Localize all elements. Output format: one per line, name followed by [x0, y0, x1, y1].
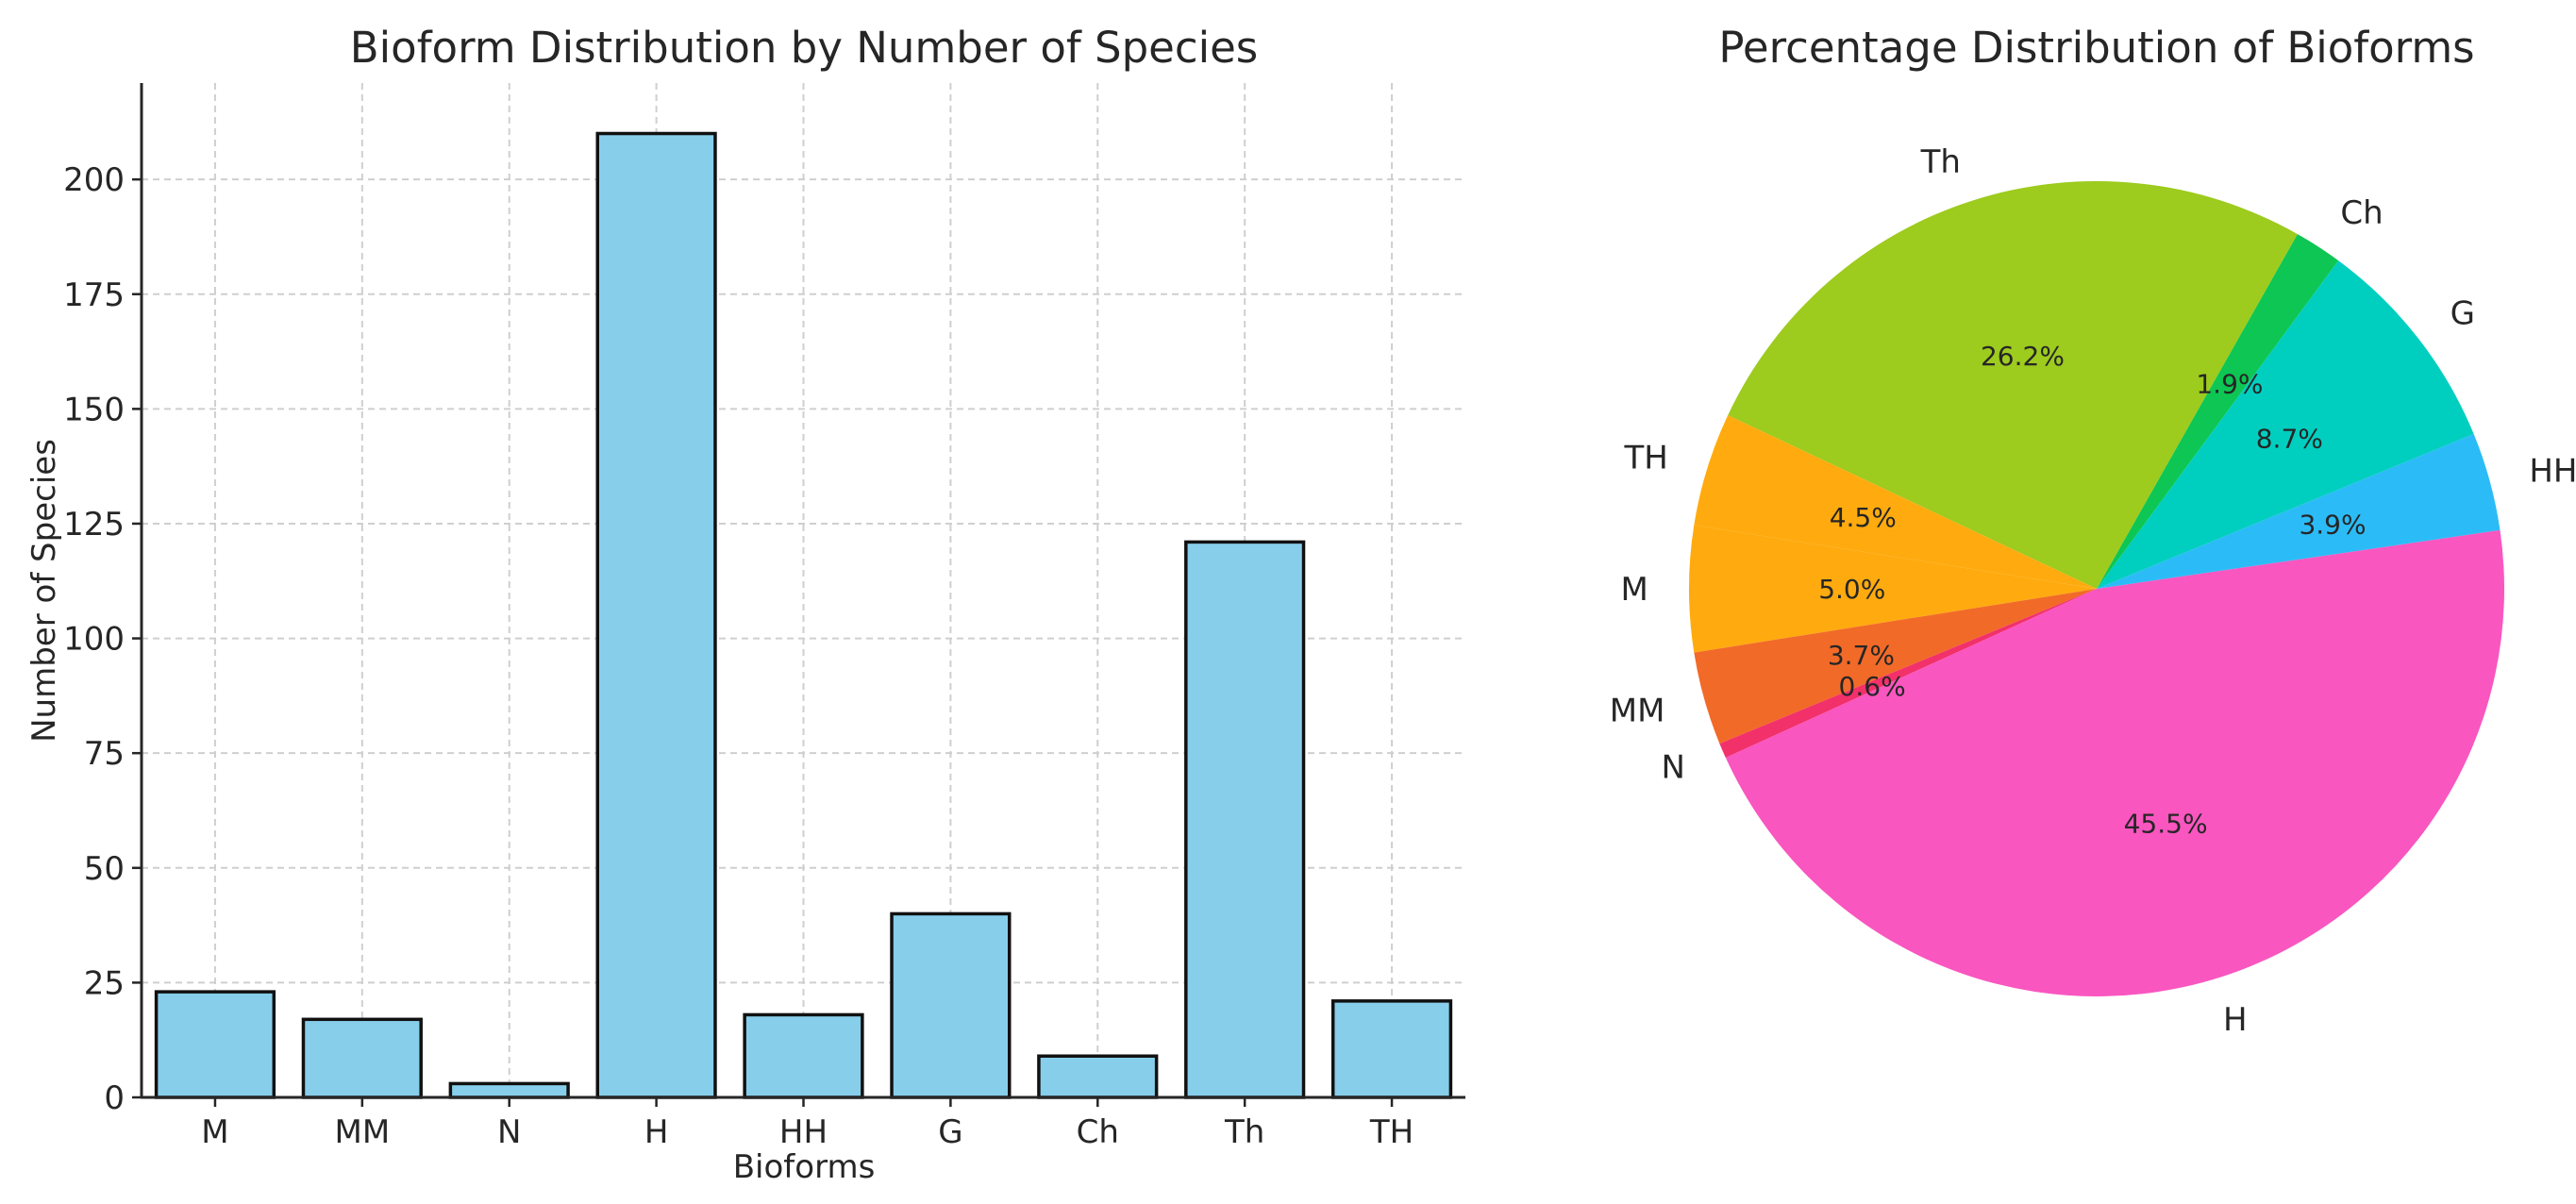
- bar-chart-title: Bioform Distribution by Number of Specie…: [350, 23, 1258, 73]
- pie-slices: [1688, 181, 2504, 996]
- bar-MM: [301, 1017, 423, 1099]
- pie-pct-N: 0.6%: [1839, 671, 1906, 702]
- x-axis-label: Bioforms: [733, 1148, 876, 1186]
- pie-label-MM: MM: [1610, 692, 1665, 729]
- pie-pct-M: 5.0%: [1818, 574, 1885, 605]
- pie-label-N: N: [1661, 749, 1684, 787]
- pie-label-G: G: [2451, 295, 2475, 333]
- pie-pct-HH: 3.9%: [2299, 510, 2366, 541]
- pie-slice-TH: [1694, 415, 2097, 589]
- y-tick-label: 200: [63, 161, 125, 199]
- bar-HH: [743, 1012, 864, 1099]
- pie-pct-G: 8.7%: [2256, 423, 2323, 454]
- pie-slice-HH: [2097, 433, 2501, 589]
- pie-slice-Th: [1728, 181, 2298, 589]
- pie-slice-N: [1719, 589, 2097, 759]
- pie-slice-MM: [1694, 589, 2097, 744]
- pie-label-H: H: [2223, 1001, 2248, 1039]
- y-tick-label: 50: [84, 850, 125, 888]
- pie-pct-TH: 4.5%: [1830, 502, 1897, 533]
- pie-chart: Percentage Distribution of Bioforms M 5.0…: [1610, 23, 2576, 1039]
- pie-label-HH: HH: [2529, 453, 2576, 491]
- y-tick-label: 25: [84, 964, 125, 1002]
- x-tick-label: TH: [1369, 1113, 1413, 1151]
- y-tick-label: 100: [63, 621, 125, 659]
- bar-x-ticks: M MM N H HH G Ch Th TH: [201, 1097, 1413, 1151]
- bar-G: [890, 911, 1012, 1099]
- pie-label-M: M: [1620, 571, 1648, 609]
- bar-y-ticks: 0 25 50 75 100 125 150 175 200: [63, 161, 142, 1117]
- x-tick-label: Th: [1224, 1113, 1264, 1151]
- pie-pct-H: 45.5%: [2124, 809, 2208, 840]
- x-tick-label: N: [497, 1113, 521, 1151]
- y-tick-label: 150: [63, 391, 125, 428]
- pie-pct-Th: 26.2%: [1981, 341, 2065, 372]
- bar-H: [595, 131, 717, 1099]
- pie-label-Th: Th: [1920, 143, 1961, 181]
- x-tick-label: Ch: [1077, 1113, 1119, 1151]
- pie-label-Ch: Ch: [2340, 194, 2383, 232]
- bar-Th: [1184, 540, 1306, 1099]
- pie-slice-Ch: [2097, 234, 2339, 589]
- x-tick-label: MM: [334, 1113, 390, 1151]
- y-tick-label: 125: [63, 506, 125, 543]
- pie-pct-MM: 3.7%: [1828, 640, 1895, 671]
- y-axis-label: Number of Species: [25, 439, 63, 743]
- bar-N: [448, 1081, 570, 1099]
- pie-chart-title: Percentage Distribution of Bioforms: [1718, 23, 2474, 73]
- bar-TH: [1330, 999, 1453, 1099]
- x-tick-label: M: [201, 1113, 228, 1151]
- bar-chart: Bioform Distribution by Number of Specie…: [25, 23, 1465, 1186]
- y-tick-label: 75: [84, 735, 125, 773]
- bar-grid: [142, 83, 1465, 1097]
- pie-slice-M: [1688, 525, 2097, 653]
- x-tick-label: H: [644, 1113, 669, 1151]
- y-tick-label: 0: [104, 1079, 125, 1117]
- pie-slice-G: [2097, 260, 2474, 589]
- pie-slice-H: [1725, 529, 2504, 996]
- bar-Ch: [1037, 1054, 1159, 1099]
- bar-M: [154, 990, 276, 1099]
- bar-series: [154, 131, 1453, 1099]
- x-tick-label: HH: [779, 1113, 828, 1151]
- pie-pct-Ch: 1.9%: [2196, 368, 2263, 399]
- x-tick-label: G: [938, 1113, 962, 1151]
- pie-labels: M 5.0% MM 3.7% N 0.6% H 45.5% HH 3.9% G 8.7% Ch 1.9% T…: [1610, 143, 2576, 1039]
- y-tick-label: 175: [63, 276, 125, 314]
- pie-label-TH: TH: [1623, 439, 1667, 477]
